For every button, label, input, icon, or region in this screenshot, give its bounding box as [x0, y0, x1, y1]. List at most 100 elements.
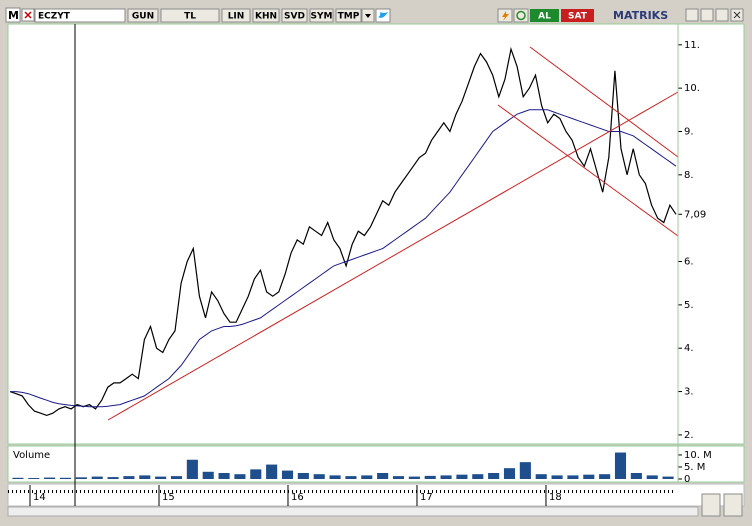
y-tick-label: 6.	[684, 257, 694, 268]
price-line	[9, 46, 677, 417]
x-tick-label: 17	[420, 492, 433, 503]
volume-bar	[424, 475, 436, 479]
toolbar-button-label: TMP	[338, 12, 360, 22]
volume-bar	[599, 474, 611, 479]
volume-bar	[250, 469, 262, 479]
brand: MATRIKS	[613, 9, 668, 22]
symbol-icon-x	[24, 11, 32, 19]
refresh-icon	[516, 10, 526, 21]
toolbar-button[interactable]	[309, 8, 334, 23]
buy-label: AL	[538, 12, 551, 22]
toolbar-button[interactable]	[335, 8, 362, 23]
channel-line	[529, 46, 679, 158]
volume-bar	[646, 475, 658, 479]
x-tick-label: 15	[162, 492, 175, 503]
y-tick-label: 5.	[684, 300, 694, 311]
volume-bar	[123, 476, 135, 479]
toolbar-button-label: SVD	[284, 12, 305, 22]
volume-bar	[155, 476, 167, 479]
volume-bar	[535, 474, 547, 479]
sell-button[interactable]	[561, 9, 594, 22]
symbol-input[interactable]	[34, 8, 126, 23]
minor-ticks	[8, 487, 676, 493]
volume-bar	[218, 472, 230, 479]
toolbar-button-label: LIN	[228, 12, 245, 22]
volume-bar	[12, 477, 24, 479]
volume-bar	[297, 472, 309, 479]
flash-icon	[502, 11, 509, 21]
volume-bar	[28, 478, 40, 479]
x-tick-label: 16	[291, 492, 304, 503]
volume-bar	[139, 475, 151, 479]
y-tick-label: 11.	[684, 40, 700, 51]
volume-bar	[408, 476, 420, 479]
sync-button[interactable]	[701, 493, 721, 517]
twitter-icon	[378, 12, 388, 18]
y-tick-label: 4.	[684, 343, 694, 354]
close-icon	[733, 11, 741, 19]
volume-bar	[202, 471, 214, 479]
volume-bar	[456, 474, 468, 479]
volume-bar	[662, 476, 674, 479]
volume-bar	[392, 476, 405, 479]
volume-bar	[313, 474, 325, 479]
logo-box	[5, 7, 21, 23]
volume-bar	[440, 475, 452, 479]
toolbar-button[interactable]	[160, 8, 220, 23]
toolbar-button-label: KHN	[255, 12, 277, 22]
settings-button[interactable]	[723, 493, 743, 517]
buy-button[interactable]	[530, 9, 559, 22]
toolbar-button[interactable]	[281, 8, 308, 23]
toolbar-button-label: TL	[184, 12, 196, 22]
moving-average	[10, 109, 677, 408]
volume-bar	[472, 474, 484, 479]
y-tick-label: 10.	[684, 83, 700, 94]
y-tick-label: 2.	[684, 430, 694, 441]
x-tick-label: 18	[549, 492, 562, 503]
volume-bar	[234, 474, 246, 479]
maximize-button[interactable]	[700, 8, 714, 22]
refresh-button[interactable]	[513, 8, 529, 23]
volume-bar	[551, 475, 563, 479]
dropdown-arrow	[365, 14, 371, 18]
volume-bar	[345, 476, 357, 479]
volume-bar	[614, 452, 627, 479]
restore-button[interactable]	[715, 8, 729, 22]
volume-bar	[281, 470, 294, 479]
volume-bar	[377, 472, 389, 479]
volume-bar	[186, 459, 198, 479]
volume-bar	[630, 472, 642, 479]
volume-bar	[266, 464, 278, 479]
volume-bar	[170, 476, 183, 479]
y-tick-label: 10. M	[684, 450, 712, 461]
volume-bar	[91, 476, 103, 479]
volume-bar	[567, 475, 579, 479]
toolbar-button[interactable]	[221, 8, 251, 23]
volume-bar	[503, 468, 516, 479]
channel-line	[497, 104, 679, 237]
x-tick-label: 14	[33, 492, 46, 503]
volume-bar	[583, 474, 595, 479]
volume-bar	[107, 477, 119, 479]
volume-bar	[329, 475, 341, 479]
volume-bar	[44, 477, 56, 479]
minimize-button[interactable]	[685, 8, 699, 22]
trend-line	[107, 91, 679, 421]
toolbar-button-label: GUN	[132, 12, 154, 22]
toolbar-button[interactable]	[127, 8, 159, 23]
price-panel	[7, 23, 745, 445]
y-tick-label: 0	[684, 474, 690, 485]
y-tick-label: 8.	[684, 170, 694, 181]
toolbar-button[interactable]	[252, 8, 280, 23]
last-value-label: 7,09	[684, 209, 706, 220]
toolbar: M ECZYT GUN TL LIN KHN SVD SYM TMP AL SAT MATR…	[5, 7, 744, 23]
toolbar-button-label: SYM	[311, 12, 333, 22]
volume-title: Volume	[13, 450, 50, 461]
y-tick-label: 9.	[684, 126, 694, 137]
scrollbar[interactable]	[7, 506, 699, 517]
volume-bar	[361, 475, 373, 479]
volume-bar	[488, 472, 500, 479]
y-tick-label: 5. M	[684, 462, 705, 473]
logo: M	[8, 9, 19, 22]
